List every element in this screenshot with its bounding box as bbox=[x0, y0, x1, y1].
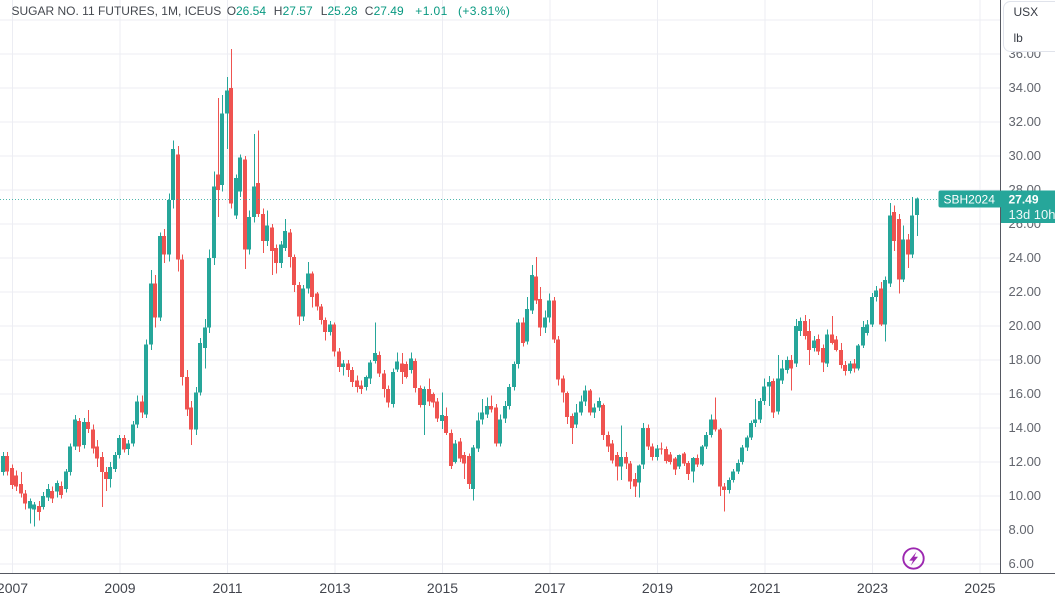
svg-text:2009: 2009 bbox=[104, 580, 135, 596]
svg-text:13d 10h: 13d 10h bbox=[1009, 207, 1055, 222]
svg-text:27.49: 27.49 bbox=[1009, 193, 1039, 207]
svg-text:SUGAR NO. 11 FUTURES, 1M, ICEU: SUGAR NO. 11 FUTURES, 1M, ICEUS bbox=[12, 4, 222, 18]
svg-text:24.00: 24.00 bbox=[1009, 250, 1042, 265]
svg-text:2011: 2011 bbox=[212, 580, 242, 596]
svg-text:12.00: 12.00 bbox=[1009, 454, 1042, 469]
svg-text:2021: 2021 bbox=[749, 580, 780, 596]
svg-text:2015: 2015 bbox=[427, 580, 458, 596]
svg-text:2023: 2023 bbox=[857, 580, 888, 596]
svg-text:14.00: 14.00 bbox=[1009, 420, 1042, 435]
svg-text:+1.01: +1.01 bbox=[415, 4, 447, 18]
svg-text:10.00: 10.00 bbox=[1009, 488, 1042, 503]
svg-text:O: O bbox=[227, 4, 236, 18]
svg-text:16.00: 16.00 bbox=[1009, 386, 1042, 401]
svg-text:8.00: 8.00 bbox=[1009, 522, 1034, 537]
svg-text:20.00: 20.00 bbox=[1009, 318, 1042, 333]
svg-text:USX: USX bbox=[1014, 5, 1039, 19]
svg-text:30.00: 30.00 bbox=[1009, 148, 1042, 163]
svg-text:(+3.81%): (+3.81%) bbox=[458, 4, 510, 18]
svg-text:2019: 2019 bbox=[642, 580, 673, 596]
svg-text:22.00: 22.00 bbox=[1009, 284, 1042, 299]
svg-text:2013: 2013 bbox=[319, 580, 350, 596]
svg-text:25.28: 25.28 bbox=[328, 4, 358, 18]
svg-text:lb: lb bbox=[1014, 31, 1024, 45]
svg-text:SBH2024: SBH2024 bbox=[944, 193, 996, 207]
svg-text:H: H bbox=[274, 4, 283, 18]
svg-text:34.00: 34.00 bbox=[1009, 80, 1042, 95]
svg-text:2007: 2007 bbox=[0, 580, 28, 596]
svg-text:18.00: 18.00 bbox=[1009, 352, 1042, 367]
svg-text:6.00: 6.00 bbox=[1009, 556, 1034, 571]
svg-text:26.54: 26.54 bbox=[236, 4, 266, 18]
svg-text:2025: 2025 bbox=[964, 580, 995, 596]
svg-text:C: C bbox=[365, 4, 374, 18]
svg-text:27.49: 27.49 bbox=[374, 4, 404, 18]
svg-text:32.00: 32.00 bbox=[1009, 114, 1042, 129]
svg-text:2017: 2017 bbox=[534, 580, 565, 596]
svg-text:27.57: 27.57 bbox=[283, 4, 313, 18]
